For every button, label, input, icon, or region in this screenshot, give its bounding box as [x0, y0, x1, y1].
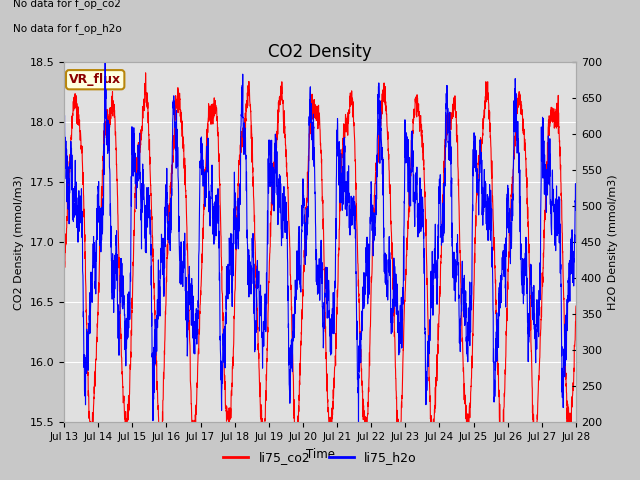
Legend: li75_co2, li75_h2o: li75_co2, li75_h2o: [218, 446, 422, 469]
Text: VR_flux: VR_flux: [69, 73, 121, 86]
X-axis label: Time: Time: [305, 448, 335, 461]
Title: CO2 Density: CO2 Density: [268, 43, 372, 61]
Y-axis label: CO2 Density (mmol/m3): CO2 Density (mmol/m3): [14, 175, 24, 310]
Y-axis label: H2O Density (mmol/m3): H2O Density (mmol/m3): [607, 175, 618, 310]
Text: No data for f_op_co2: No data for f_op_co2: [13, 0, 121, 9]
Text: No data for f_op_h2o: No data for f_op_h2o: [13, 23, 122, 34]
